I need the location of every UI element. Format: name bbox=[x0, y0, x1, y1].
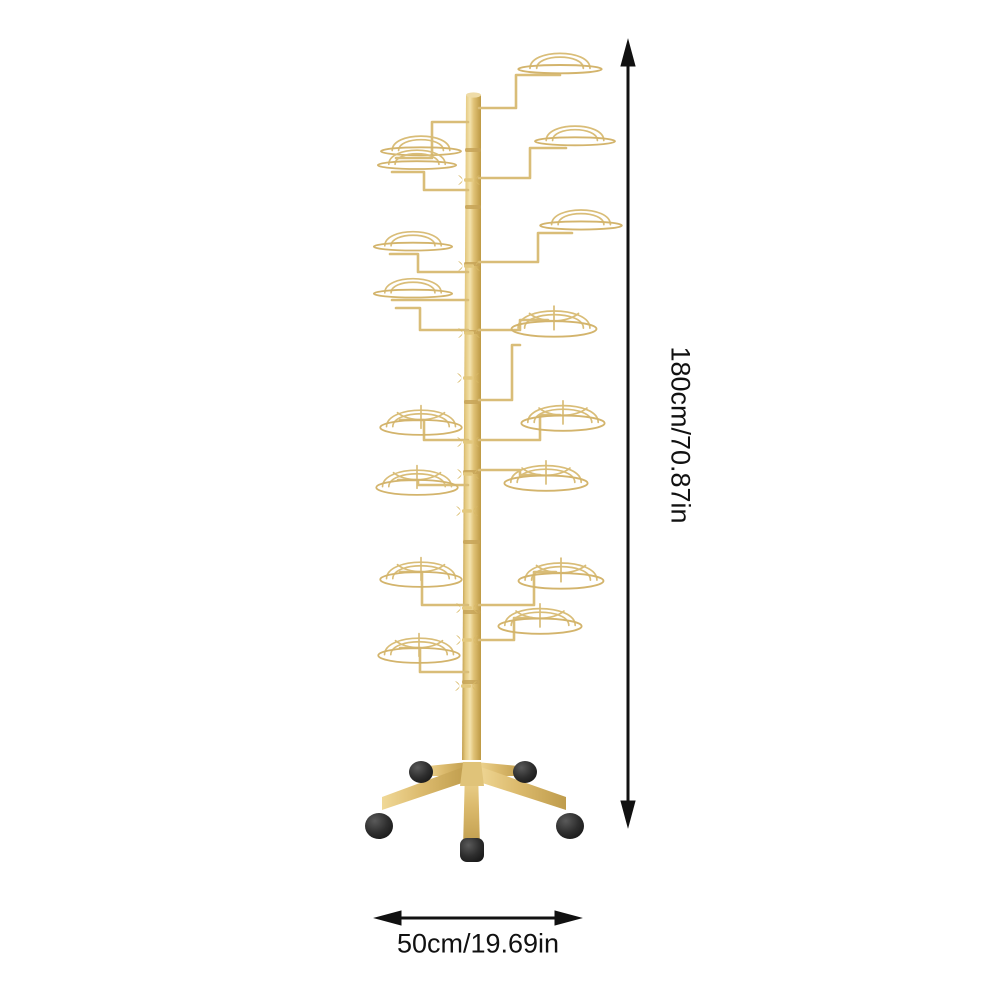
hat-holder bbox=[375, 464, 459, 496]
hat-holder bbox=[372, 277, 454, 299]
hat-holder bbox=[503, 459, 589, 492]
width-dimension-label: 50cm/19.69in bbox=[396, 928, 560, 959]
vertical-double-arrow-icon bbox=[620, 38, 636, 829]
hat-holder bbox=[534, 125, 616, 147]
base-assembly bbox=[365, 761, 584, 862]
caster-wheel-icon bbox=[460, 838, 484, 862]
horizontal-double-arrow-icon bbox=[373, 910, 583, 926]
hat-holder bbox=[380, 135, 462, 157]
dimension-arrows bbox=[373, 38, 636, 926]
caster-wheel-icon bbox=[365, 813, 393, 839]
hat-holder bbox=[539, 208, 623, 231]
caster-wheel-icon bbox=[513, 761, 537, 783]
hat-holder bbox=[379, 404, 463, 436]
center-pole bbox=[462, 92, 481, 760]
hat-holder bbox=[520, 399, 606, 432]
caster-wheel-icon bbox=[409, 761, 433, 783]
hat-holder bbox=[517, 557, 605, 590]
hat-holder bbox=[372, 230, 454, 252]
casters-group bbox=[365, 761, 584, 862]
hat-holder bbox=[497, 602, 583, 635]
hat-holders-group bbox=[372, 52, 623, 664]
caster-wheel-icon bbox=[556, 813, 584, 839]
hat-holder bbox=[517, 52, 603, 75]
height-dimension-label: 180cm/70.87in bbox=[665, 346, 696, 524]
hat-holder bbox=[510, 305, 598, 338]
